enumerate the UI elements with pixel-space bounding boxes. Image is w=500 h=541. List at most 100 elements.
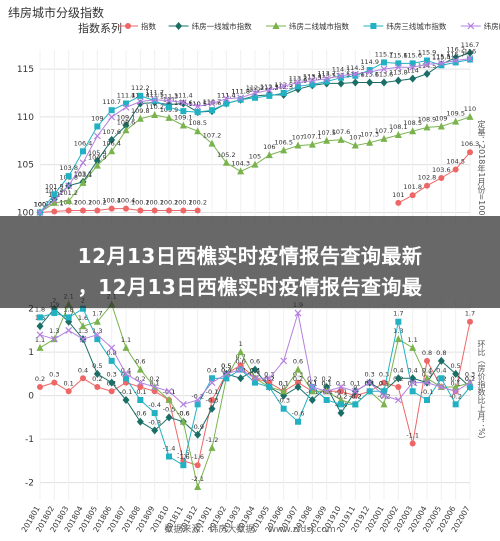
data-label: 107 — [349, 134, 361, 142]
data-label: 101.8 — [403, 183, 422, 191]
data-point — [251, 374, 259, 382]
data-point — [108, 388, 115, 395]
data-label: 115.5 — [432, 52, 451, 60]
data-label: 0.2 — [135, 375, 145, 383]
data-label: 115.6 — [389, 51, 408, 59]
data-label: 113.6 — [360, 70, 379, 78]
data-label: 111.8 — [231, 88, 250, 96]
data-point — [93, 369, 101, 378]
data-label: 112.9 — [289, 77, 308, 85]
data-label: 0.4 — [407, 366, 417, 374]
data-label: 0.3 — [364, 371, 374, 379]
data-label: -2.1 — [191, 475, 204, 483]
data-label: 100.2 — [188, 199, 207, 207]
data-label: 116.2 — [446, 46, 465, 54]
data-label: 0.8 — [436, 349, 446, 357]
data-label: 0.5 — [450, 362, 460, 370]
data-label: 113.7 — [317, 70, 336, 78]
data-label: 113.3 — [303, 73, 322, 81]
data-label: 110.7 — [102, 98, 121, 106]
data-point — [352, 401, 359, 408]
data-point — [280, 405, 287, 412]
data-point — [222, 370, 230, 378]
data-label: 112 — [249, 86, 261, 94]
data-point — [94, 336, 101, 343]
data-label: 116 — [464, 48, 476, 56]
data-point — [50, 196, 58, 204]
data-label: -1.2 — [206, 436, 219, 444]
data-point — [409, 127, 417, 135]
data-point — [151, 97, 158, 104]
data-label: 1.1 — [121, 336, 131, 344]
data-label: 1.3 — [78, 327, 88, 335]
data-point — [237, 366, 245, 373]
data-point — [65, 182, 73, 190]
data-point — [409, 388, 416, 395]
data-label: 103.2 — [74, 170, 93, 178]
data-point — [179, 417, 187, 425]
data-label: 104.3 — [231, 159, 250, 167]
y-tick-label: 1 — [28, 348, 34, 358]
data-label: 110.5 — [188, 100, 207, 108]
data-point — [338, 74, 344, 81]
data-label: 105.4 — [88, 149, 107, 157]
data-label: 100 — [34, 200, 46, 208]
data-point — [108, 113, 116, 121]
data-label: 1.3 — [49, 327, 59, 335]
data-point — [395, 60, 402, 67]
data-label: 100 — [34, 200, 46, 208]
data-label: 110.5 — [188, 100, 207, 108]
data-label: 106.4 — [102, 139, 121, 147]
panel-title: 指数系列 — [78, 22, 122, 35]
data-point — [93, 317, 101, 325]
y-tick-label: -2 — [25, 479, 34, 489]
data-point — [108, 344, 116, 352]
data-point — [36, 331, 44, 339]
data-label: -1.5 — [177, 449, 190, 457]
data-point — [194, 102, 202, 110]
data-label: 107.3 — [360, 131, 379, 139]
data-point — [424, 397, 430, 403]
data-label: 106.4 — [74, 139, 93, 147]
data-label: 0.1 — [321, 379, 331, 387]
data-label: 0.1 — [63, 379, 73, 387]
data-point — [366, 138, 374, 146]
data-point — [50, 335, 58, 343]
data-label: 113.5 — [317, 71, 336, 79]
data-point — [94, 207, 101, 214]
data-label: 0.2 — [149, 375, 159, 383]
data-point — [381, 388, 387, 395]
data-point — [93, 331, 101, 339]
data-label: 1.3 — [393, 327, 403, 335]
data-label: 1.7 — [92, 310, 102, 318]
data-label: 113.8 — [389, 69, 408, 77]
data-point — [452, 382, 460, 390]
data-point — [466, 379, 474, 387]
data-point — [237, 94, 245, 102]
data-point — [51, 208, 58, 215]
data-point — [423, 60, 431, 68]
data-point — [108, 205, 115, 212]
data-point — [222, 95, 230, 103]
data-label: 0.4 — [207, 366, 217, 374]
data-label: 0.6 — [135, 358, 145, 366]
legend-label: 指数 — [141, 21, 156, 31]
data-label: -0.6 — [177, 410, 190, 418]
data-label: 0.1 — [379, 379, 389, 387]
data-point — [452, 401, 459, 408]
data-label: 112.5 — [274, 81, 293, 89]
data-label: 1.7 — [63, 310, 73, 318]
data-point — [65, 173, 72, 180]
data-label: 0.3 — [106, 371, 116, 379]
data-label: 112.2 — [260, 84, 279, 92]
data-point — [137, 397, 144, 403]
data-point — [409, 440, 416, 447]
data-point — [394, 131, 402, 139]
data-label: 0.5 — [221, 362, 231, 370]
data-label: 109.1 — [117, 113, 136, 121]
data-point — [65, 327, 73, 334]
data-label: 0.4 — [221, 366, 231, 374]
data-label: -0.1 — [335, 388, 348, 396]
data-label: 116.7 — [461, 41, 480, 49]
